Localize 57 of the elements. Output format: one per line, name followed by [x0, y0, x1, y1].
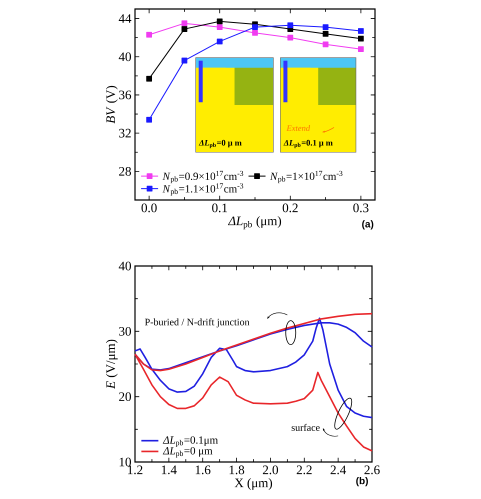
point: [322, 24, 328, 30]
y-tick-label: 32: [119, 128, 131, 138]
x-tick-label: 1.4: [162, 466, 177, 474]
legend-label: ΔL$_{pb}$=0 μm: [162, 447, 212, 458]
annotation: P-buried / N-drift junction: [144, 318, 250, 328]
y-tick-label: 44: [118, 14, 132, 23]
point: [252, 30, 258, 36]
x-tick-label: 1.2: [128, 466, 142, 474]
x-tick-label: 0.3: [353, 204, 368, 212]
legend-label: N$_{pb}$=0.9×10$^{17}$cm$^{-3}$: [162, 170, 244, 184]
point: [216, 24, 223, 30]
x-tick-label: 0.2: [282, 204, 298, 212]
x-tick-label: 2.6: [364, 466, 380, 474]
x-axis-title: ΔL$_{pb}$ (μm): [228, 216, 282, 230]
x-tick-label: 0.1: [212, 204, 228, 212]
annotation: surface: [292, 424, 320, 431]
y-axis-title: E (V/μm): [106, 340, 118, 390]
x-tick-label: 1.8: [230, 466, 244, 474]
point: [146, 76, 152, 82]
y-tick-label: 36: [119, 90, 132, 100]
point: [182, 58, 188, 64]
annotation: Extend: [286, 125, 310, 131]
x-tick-label: 2.2: [296, 466, 312, 474]
x-tick-label: 2.0: [262, 466, 278, 474]
point: [216, 38, 223, 44]
y-axis-title: BV (V): [106, 86, 118, 124]
point: [358, 46, 364, 52]
point: [287, 22, 294, 28]
point: [182, 26, 188, 32]
point: [146, 116, 152, 123]
legend-label: ΔL$_{pb}$=0.1μm: [162, 436, 218, 447]
y-tick-label: 28: [119, 166, 131, 176]
x-tick-label: 2.4: [330, 466, 346, 474]
point: [287, 34, 294, 41]
annotation: ΔL$_{pb}$=0.1 μ m: [283, 140, 333, 148]
point: [358, 28, 364, 34]
line-series: [134, 317, 373, 418]
point: [216, 18, 223, 24]
x-axis-title: X (μm): [234, 478, 272, 490]
legend-label: N$_{pb}$=1.1×10$^{17}$cm$^{-3}$: [162, 183, 244, 196]
point: [146, 32, 152, 38]
point: [322, 41, 328, 48]
y-tick-label: 10: [120, 458, 131, 466]
y-tick-label: 40: [118, 52, 131, 62]
x-tick-label: 1.6: [196, 466, 210, 474]
point: [322, 30, 328, 37]
y-tick-label: 30: [119, 326, 131, 336]
point: [358, 36, 364, 42]
legend-label: N$_{pb}$=1×10$^{17}$cm$^{-3}$: [270, 170, 342, 184]
y-tick-label: 40: [118, 262, 131, 270]
point: [252, 24, 258, 30]
annotation: ΔL$_{pb}$=0 μ m: [198, 140, 242, 148]
text: (b): [356, 476, 368, 486]
x-tick-label: 0.0: [142, 204, 157, 212]
text: (a): [362, 220, 374, 230]
point: [182, 20, 188, 26]
y-tick-label: 20: [119, 392, 131, 402]
